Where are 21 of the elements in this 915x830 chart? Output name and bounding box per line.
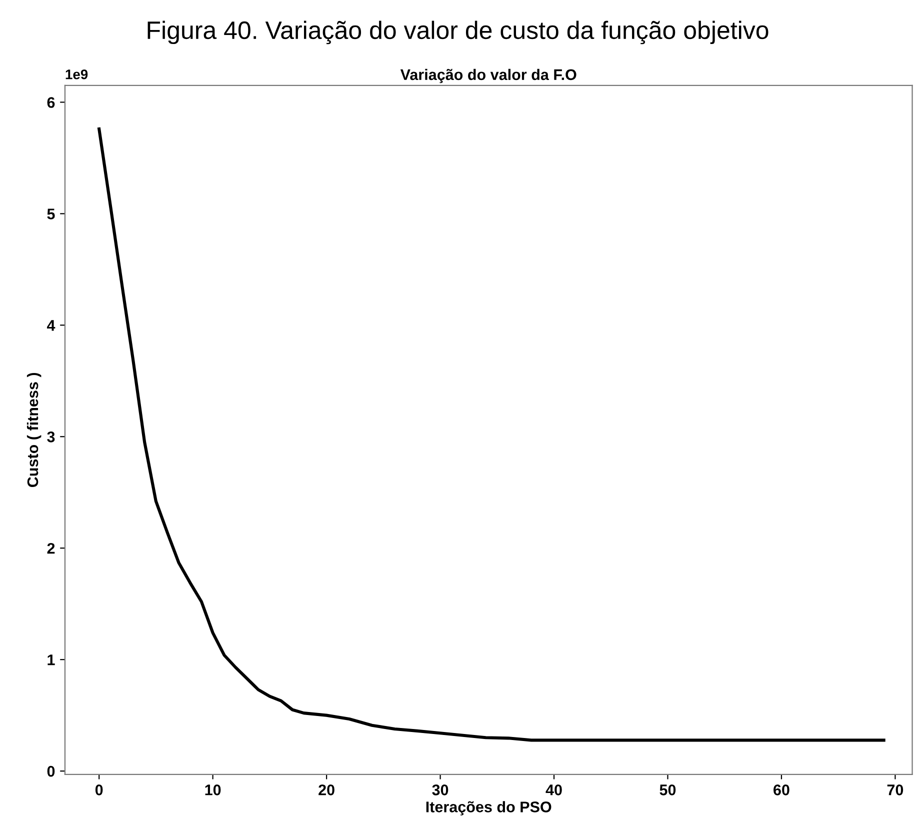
y-tick-label: 3 [47,431,55,442]
y-tick-label: 4 [46,320,56,331]
x-tick-label: 50 [660,784,676,796]
x-tick-label: 40 [546,784,562,796]
y-axis-title: Custo ( fitness ) [26,372,42,488]
y-tick-label: 0 [47,766,55,777]
x-tick-label: 60 [774,784,790,796]
chart-title: Figura 40. Variação do valor de custo da função objetivo [148,20,768,44]
x-tick-label: 30 [432,784,448,796]
x-tick-label: 70 [887,784,904,796]
y-tick-label: 1 [48,654,55,666]
x-tick-label: 20 [318,784,334,796]
y-tick-label: 6 [47,97,55,108]
y-tick-label: 2 [47,542,55,554]
x-tick-label: 0 [95,784,103,796]
x-axis-title: Iterações do PSO [426,801,552,816]
chart-subtitle: Variação do valor da F.O [400,68,576,84]
line-series [98,127,886,742]
x-tick-label: 10 [205,784,221,796]
text: 1e9 [66,69,88,80]
y-tick-label: 5 [47,208,55,220]
